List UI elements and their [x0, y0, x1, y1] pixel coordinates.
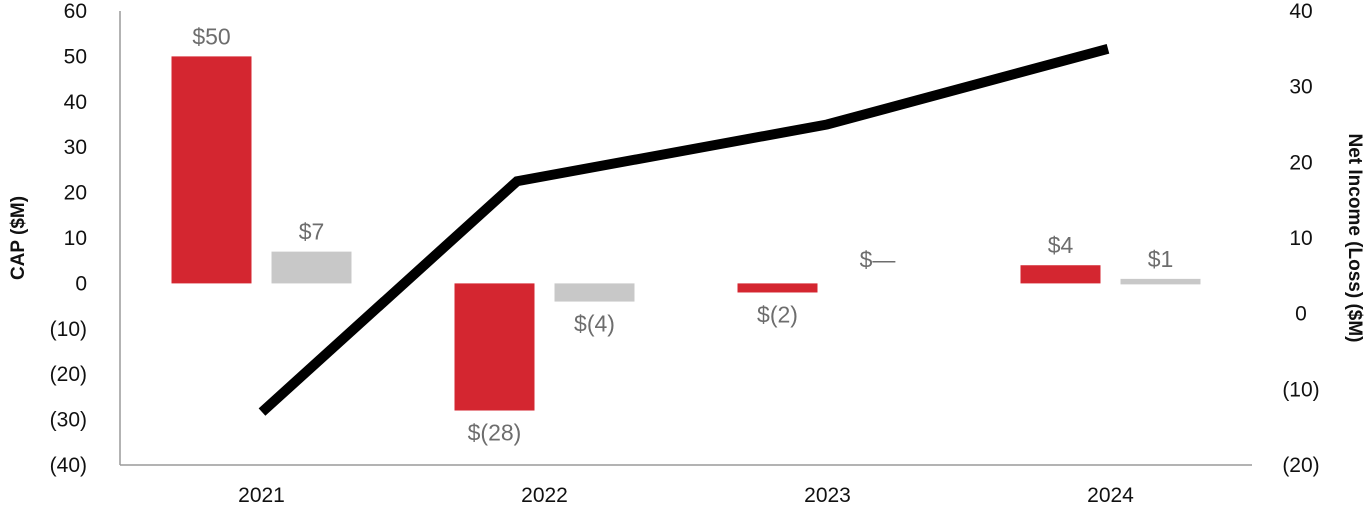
data-label: $7 — [299, 219, 325, 245]
axes-layer: (40) (30) (20) (10) 0 10 20 30 40 50 60 (20) (10) 0 10… — [50, 0, 1320, 507]
x-tick-label: 2024 — [1087, 484, 1134, 507]
x-tick-label: 2022 — [521, 484, 568, 507]
net-income-line — [258, 44, 1110, 416]
right-tick-label: (20) — [1282, 454, 1319, 477]
bar-cap-2024 — [1020, 265, 1101, 284]
right-tick-label: 0 — [1295, 303, 1307, 326]
left-tick-label: 0 — [75, 272, 87, 295]
left-tick-label: 40 — [64, 91, 87, 114]
bar-cap-2022 — [454, 283, 535, 411]
left-tick-label: 20 — [64, 182, 87, 205]
right-tick-label: 10 — [1289, 227, 1312, 250]
data-label: $1 — [1148, 246, 1174, 272]
labels-layer: $50 $(28) $(2) $4 $7 $(4) $— $1 — [192, 23, 1173, 445]
right-axis-title: Net Income (Loss) ($M) — [1344, 133, 1365, 342]
left-axis-title: CAP ($M) — [8, 196, 29, 280]
data-label: $50 — [192, 23, 230, 49]
bar-secondary-2021 — [271, 251, 352, 284]
data-label: $(4) — [574, 311, 615, 337]
left-tick-label: (10) — [50, 318, 87, 341]
data-label: $— — [860, 246, 896, 272]
line-layer — [258, 44, 1110, 416]
bar-secondary-2024 — [1120, 278, 1201, 284]
left-tick-label: 30 — [64, 136, 87, 159]
bar-cap-2021 — [171, 56, 252, 284]
bar-secondary-2022 — [554, 283, 635, 302]
right-tick-label: 40 — [1289, 0, 1312, 23]
right-tick-label: 30 — [1289, 76, 1312, 99]
data-label: $(28) — [468, 420, 522, 446]
left-tick-label: 60 — [64, 0, 87, 23]
left-tick-label: (40) — [50, 454, 87, 477]
data-label: $4 — [1048, 232, 1074, 258]
right-tick-label: 20 — [1289, 151, 1312, 174]
left-tick-label: 10 — [64, 227, 87, 250]
data-label: $(2) — [757, 301, 798, 327]
left-tick-label: (20) — [50, 363, 87, 386]
x-tick-label: 2021 — [238, 484, 285, 507]
x-tick-label: 2023 — [804, 484, 851, 507]
left-tick-label: (30) — [50, 409, 87, 432]
bar-cap-2023 — [737, 283, 818, 293]
right-tick-label: (10) — [1282, 378, 1319, 401]
left-tick-label: 50 — [64, 45, 87, 68]
bars-layer — [171, 56, 1201, 411]
